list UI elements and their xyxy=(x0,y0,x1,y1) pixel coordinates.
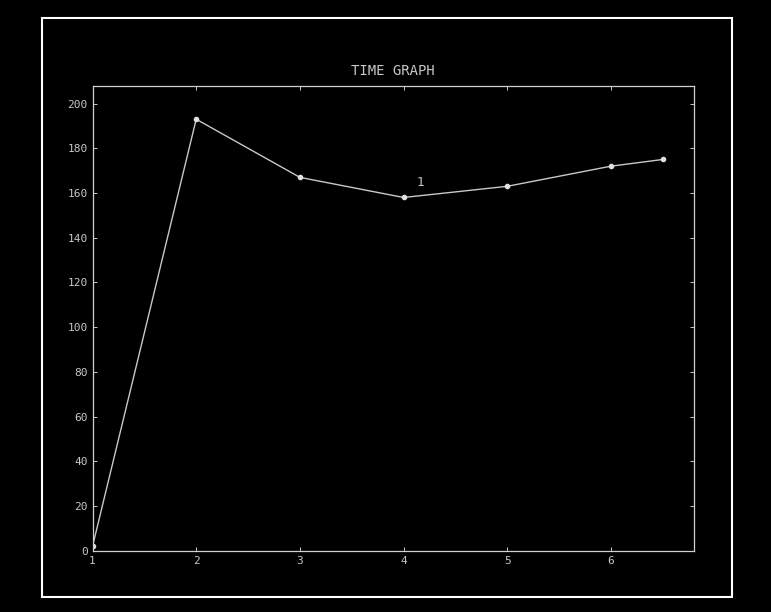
Text: 1: 1 xyxy=(416,176,423,189)
Title: TIME GRAPH: TIME GRAPH xyxy=(352,64,435,78)
